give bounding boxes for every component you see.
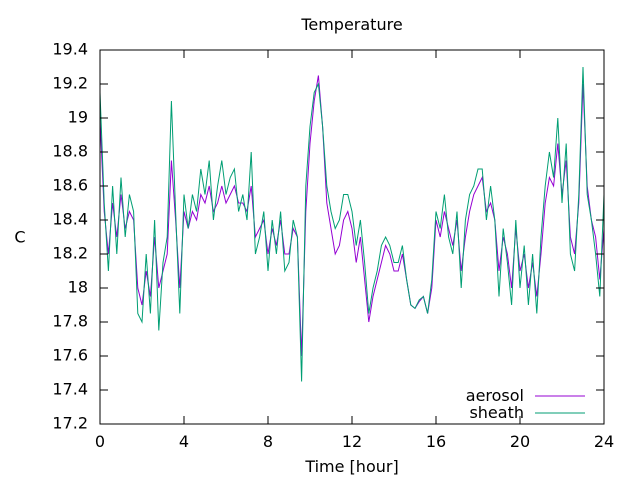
y-tick-label: 18.2 [52,244,88,263]
series-layer [99,66,605,382]
y-tick-label: 18.8 [52,142,88,161]
series-line-aerosol [99,75,605,357]
x-tick-label: 24 [594,432,614,451]
x-tick-label: 8 [263,432,273,451]
y-tick-label: 18 [68,278,88,297]
y-tick-label: 17.4 [52,380,88,399]
chart-title: Temperature [300,15,402,34]
x-tick-label: 12 [342,432,362,451]
ticks-layer: 0 4 8 12 16 20 24 17.2 17.4 17.6 17.8 18 18.2 18.4 18.… [52,40,614,452]
y-tick-label: 17.2 [52,414,88,433]
y-tick-label: 19.2 [52,74,88,93]
x-tick-label: 4 [179,432,189,451]
y-tick-label: 17.8 [52,312,88,331]
y-tick-label: 18.6 [52,176,88,195]
y-tick-label: 18.4 [52,210,88,229]
y-tick-label: 19 [68,108,88,127]
x-tick-label: 20 [510,432,530,451]
y-tick-label: 17.6 [52,346,88,365]
legend-label-sheath: sheath [469,403,524,422]
legend-label-aerosol: aerosol [466,386,524,405]
legend: aerosol sheath [466,386,585,422]
series-line-sheath [99,66,605,382]
x-tick-label: 16 [426,432,446,451]
y-tick-label: 19.4 [52,40,88,59]
x-axis-label: Time [hour] [304,457,398,476]
y-axis-label: C [14,228,25,247]
plot-frame [99,49,605,425]
x-tick-label: 0 [95,432,105,451]
